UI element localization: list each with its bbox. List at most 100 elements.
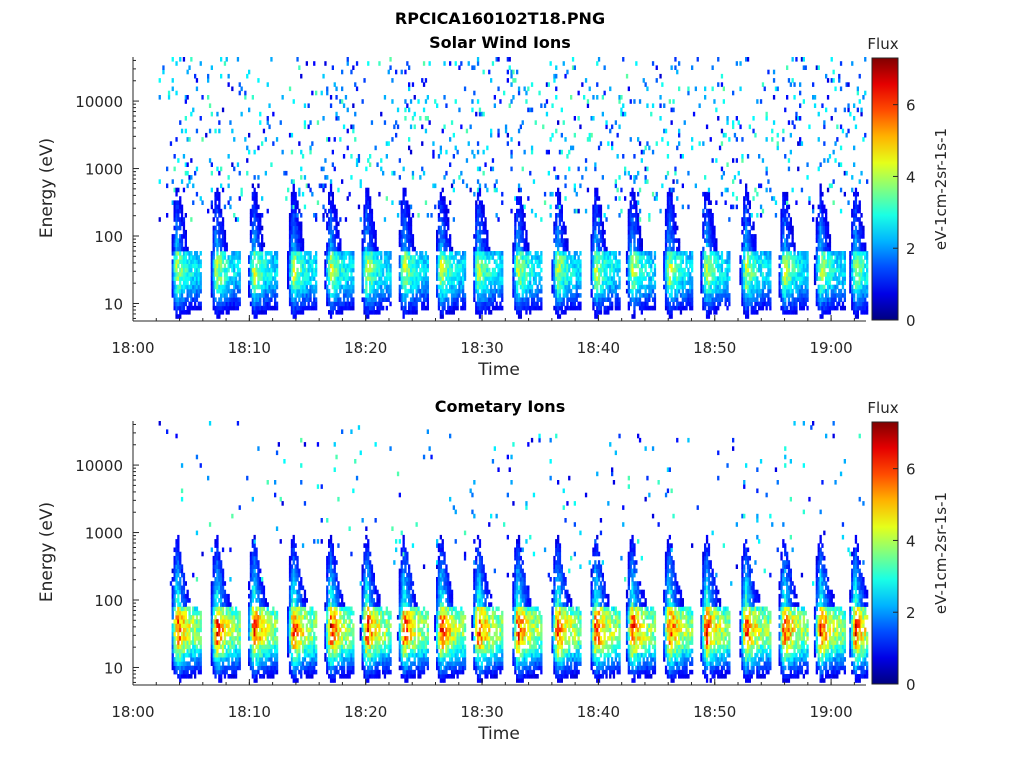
heatmap-cell bbox=[473, 259, 476, 264]
heatmap-cell bbox=[463, 251, 467, 256]
heatmap-cell bbox=[326, 301, 329, 307]
heatmap-cell bbox=[514, 259, 517, 264]
heatmap-cell bbox=[573, 272, 576, 277]
heatmap-cell bbox=[752, 272, 755, 277]
heatmap-cell bbox=[214, 267, 217, 273]
heatmap-cell bbox=[666, 170, 670, 176]
heatmap-cell bbox=[214, 280, 217, 286]
heatmap-cell bbox=[663, 251, 666, 256]
heatmap-cell bbox=[408, 310, 411, 315]
heatmap-cell bbox=[568, 251, 571, 256]
heatmap-cell bbox=[666, 305, 670, 311]
heatmap-cell bbox=[482, 213, 485, 218]
heatmap-cell bbox=[713, 255, 716, 260]
heatmap-cell bbox=[275, 293, 279, 298]
heatmap-cell bbox=[752, 293, 755, 298]
heatmap-cell bbox=[195, 255, 199, 260]
heatmap-cell bbox=[234, 305, 238, 311]
heatmap-cell bbox=[337, 234, 340, 239]
heatmap-cell bbox=[173, 280, 176, 286]
heatmap-cell bbox=[253, 191, 256, 197]
heatmap-cell bbox=[599, 246, 603, 252]
heatmap-cell bbox=[599, 267, 603, 273]
heatmap-cell bbox=[383, 293, 387, 298]
heatmap-cell bbox=[275, 305, 279, 311]
heatmap-cell bbox=[750, 242, 753, 248]
heatmap-cell bbox=[718, 293, 722, 298]
heatmap-cell bbox=[402, 255, 405, 260]
heatmap-cell bbox=[369, 255, 372, 260]
heatmap-cell bbox=[408, 301, 411, 307]
heatmap-cell bbox=[746, 297, 750, 302]
heatmap-cell bbox=[635, 280, 638, 286]
heatmap-cell bbox=[573, 65, 576, 70]
heatmap-cell bbox=[462, 267, 465, 273]
heatmap-cell bbox=[510, 99, 513, 104]
heatmap-cell bbox=[521, 229, 524, 235]
heatmap-cell bbox=[437, 217, 441, 222]
heatmap-cell bbox=[514, 234, 517, 239]
heatmap-cell bbox=[175, 213, 178, 218]
heatmap-cell bbox=[218, 284, 221, 290]
heatmap-cell bbox=[248, 284, 251, 290]
heatmap-cell bbox=[400, 213, 403, 218]
heatmap-cell bbox=[607, 204, 610, 210]
heatmap-cell bbox=[601, 288, 604, 294]
heatmap-cell bbox=[523, 238, 526, 243]
heatmap-cell bbox=[664, 276, 668, 281]
heatmap-cell bbox=[363, 204, 366, 210]
heatmap-cell bbox=[748, 293, 751, 298]
heatmap-cell bbox=[447, 208, 450, 214]
heatmap-cell bbox=[180, 293, 184, 298]
heatmap-cell bbox=[218, 314, 221, 319]
heatmap-cell bbox=[369, 225, 372, 231]
heatmap-cell bbox=[480, 238, 483, 243]
heatmap-cell bbox=[599, 221, 603, 227]
heatmap-cell bbox=[290, 200, 294, 205]
heatmap-cell bbox=[225, 57, 228, 62]
heatmap-cell bbox=[383, 217, 387, 222]
heatmap-cell bbox=[385, 154, 388, 159]
heatmap-cell bbox=[745, 196, 748, 201]
heatmap-cell bbox=[179, 200, 182, 205]
heatmap-cell bbox=[298, 251, 301, 256]
heatmap-cell bbox=[702, 221, 705, 227]
heatmap-cell bbox=[499, 305, 502, 311]
heatmap-cell bbox=[676, 293, 679, 298]
heatmap-cell bbox=[490, 284, 493, 290]
heatmap-cell bbox=[514, 78, 517, 83]
heatmap-cell bbox=[743, 293, 746, 298]
heatmap-cell bbox=[713, 288, 716, 294]
heatmap-cell bbox=[527, 280, 530, 286]
heatmap-cell bbox=[447, 310, 450, 315]
heatmap-cell bbox=[177, 242, 180, 248]
heatmap-cell bbox=[527, 246, 530, 252]
heatmap-cell bbox=[512, 284, 515, 290]
heatmap-cell bbox=[275, 272, 279, 277]
heatmap-cell bbox=[365, 204, 368, 210]
heatmap-cell bbox=[357, 158, 361, 163]
heatmap-cell bbox=[246, 145, 249, 151]
heatmap-cell bbox=[450, 310, 454, 315]
heatmap-cell bbox=[713, 234, 716, 239]
heatmap-cell bbox=[599, 310, 603, 315]
heatmap-cell bbox=[270, 259, 273, 264]
heatmap-cell bbox=[450, 297, 454, 302]
heatmap-cell bbox=[400, 259, 403, 264]
heatmap-cell bbox=[735, 116, 738, 121]
heatmap-cell bbox=[255, 284, 258, 290]
heatmap-cell bbox=[367, 301, 370, 307]
heatmap-cell bbox=[370, 305, 374, 311]
heatmap-cell bbox=[575, 208, 578, 214]
heatmap-cell bbox=[754, 280, 757, 286]
heatmap-cell bbox=[421, 305, 424, 311]
heatmap-cell bbox=[717, 297, 720, 302]
heatmap-cell bbox=[584, 158, 588, 163]
heatmap-cell bbox=[257, 175, 260, 180]
heatmap-cell bbox=[221, 238, 225, 243]
heatmap-cell bbox=[441, 276, 444, 281]
heatmap-cell bbox=[167, 95, 171, 100]
heatmap-cell bbox=[588, 86, 591, 92]
heatmap-cell bbox=[650, 276, 653, 281]
heatmap-cell bbox=[746, 217, 750, 222]
